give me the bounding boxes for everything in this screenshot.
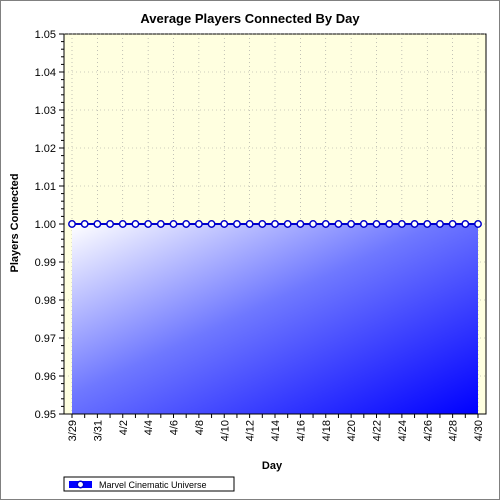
data-point <box>80 220 89 228</box>
x-tick-label: 4/24 <box>397 420 409 441</box>
y-tick-label: 0.98 <box>35 295 56 307</box>
data-point <box>372 220 381 228</box>
data-point <box>207 220 216 228</box>
data-point <box>232 220 241 228</box>
x-tick-label: 4/30 <box>473 420 485 441</box>
data-point <box>334 220 343 228</box>
x-tick-label: 4/12 <box>245 420 257 441</box>
data-point <box>156 220 165 228</box>
y-tick-label: 1.00 <box>35 219 56 231</box>
data-point <box>397 220 406 228</box>
y-tick-label: 0.97 <box>35 333 56 345</box>
data-point <box>410 220 419 228</box>
y-tick-label: 1.05 <box>35 29 56 41</box>
y-axis-label: Players Connected <box>9 173 21 272</box>
x-axis-label: Day <box>262 460 283 472</box>
data-point <box>321 220 330 228</box>
y-tick-label: 1.04 <box>35 67 56 79</box>
data-point <box>220 220 229 228</box>
data-point <box>245 220 254 228</box>
legend-item-label: Marvel Cinematic Universe <box>99 480 207 490</box>
x-tick-label: 4/10 <box>219 420 231 441</box>
data-point <box>309 220 318 228</box>
x-tick-label: 4/18 <box>321 420 333 441</box>
data-point <box>271 220 279 228</box>
data-point <box>144 220 153 228</box>
data-point <box>423 220 432 228</box>
data-point <box>448 220 457 228</box>
x-tick-label: 4/28 <box>448 420 460 441</box>
x-tick-label: 4/22 <box>372 420 384 441</box>
y-tick-label: 0.99 <box>35 257 56 269</box>
x-axis: 3/29 3/31 4/2 4/4 4/6 4/8 4/10 4/12 4/14 4/16 4/18… <box>64 413 486 441</box>
data-point <box>131 220 140 228</box>
legend-marker <box>76 480 85 489</box>
x-tick-label: 4/16 <box>295 420 307 441</box>
x-tick-label: 4/4 <box>143 420 155 435</box>
data-point <box>385 220 394 228</box>
data-point <box>182 220 191 228</box>
x-tick-label: 4/14 <box>270 420 282 441</box>
x-tick-label: 4/20 <box>346 420 358 441</box>
series-area-fill <box>72 224 478 414</box>
data-point <box>106 220 115 228</box>
data-point <box>347 220 356 228</box>
legend-box <box>63 476 235 492</box>
data-point <box>68 220 76 228</box>
data-point <box>359 220 368 228</box>
x-tick-label: 4/6 <box>169 420 181 435</box>
legend: Marvel Cinematic Universe <box>63 476 235 492</box>
data-point <box>435 220 444 228</box>
data-point <box>296 220 305 228</box>
data-point <box>169 220 178 228</box>
data-point <box>194 220 203 228</box>
x-tick-label: 4/8 <box>194 420 206 435</box>
y-tick-label: 1.01 <box>35 181 56 193</box>
y-tick-label: 1.02 <box>35 143 56 155</box>
data-point <box>461 220 470 228</box>
y-tick-label: 1.03 <box>35 105 56 117</box>
x-tick-label: 4/2 <box>118 420 130 435</box>
y-axis: 0.95 0.96 0.97 0.98 0.99 1.00 1.01 1.02 1.03 1.04… <box>35 29 65 421</box>
data-point <box>118 220 127 228</box>
data-point <box>258 220 267 228</box>
x-tick-label: 4/26 <box>422 420 434 441</box>
y-tick-label: 0.96 <box>35 371 56 383</box>
x-tick-label: 3/31 <box>92 420 104 441</box>
series-points <box>68 220 482 228</box>
data-point <box>93 220 102 228</box>
x-tick-label: 3/29 <box>67 420 79 441</box>
y-tick-label: 0.95 <box>35 409 56 421</box>
chart-title: Average Players Connected By Day <box>140 11 360 26</box>
data-point <box>283 220 292 228</box>
data-point <box>474 220 482 228</box>
